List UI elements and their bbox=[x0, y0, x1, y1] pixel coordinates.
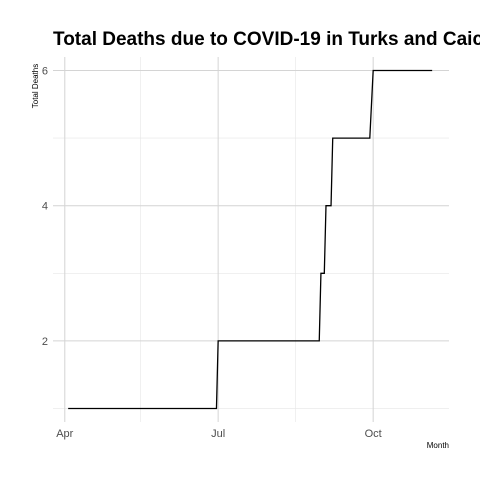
x-tick-label: Apr bbox=[56, 428, 73, 440]
plot-area bbox=[68, 69, 433, 410]
y-tick-label: 6 bbox=[42, 66, 48, 78]
chart-title: Total Deaths due to COVID-19 in Turks an… bbox=[53, 29, 480, 50]
series-line bbox=[68, 69, 433, 410]
tick-labels: Apr Jul Oct 2 4 6 bbox=[42, 66, 382, 440]
x-axis-title: Month bbox=[427, 441, 449, 450]
y-axis-title: Total Deaths bbox=[31, 64, 40, 108]
y-tick-label: 2 bbox=[42, 336, 48, 348]
y-tick-label: 4 bbox=[42, 201, 48, 213]
grid bbox=[53, 57, 449, 422]
x-tick-label: Jul bbox=[211, 428, 225, 440]
x-tick-label: Oct bbox=[365, 428, 382, 440]
